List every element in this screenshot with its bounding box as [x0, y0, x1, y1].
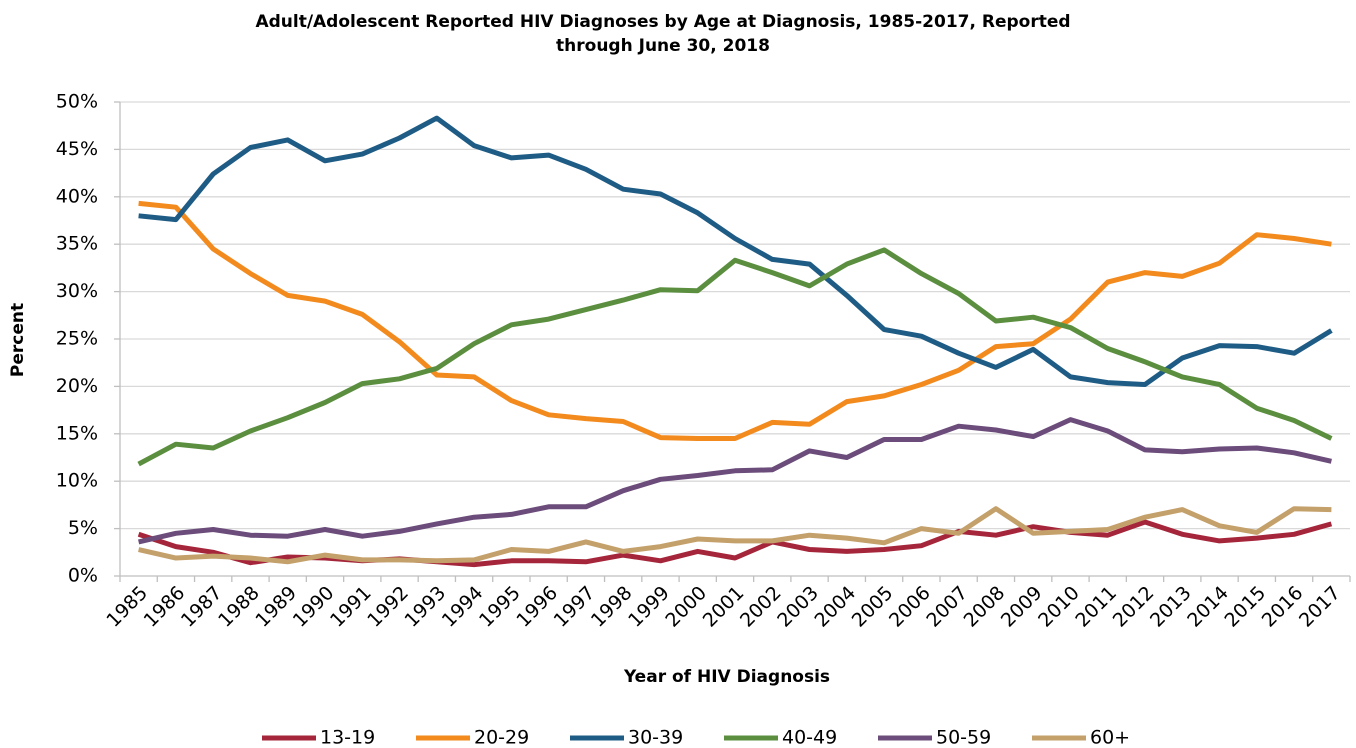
y-tick-label: 25%: [56, 328, 98, 350]
x-tick-label: 1993: [400, 582, 450, 632]
y-tick-label: 35%: [56, 233, 98, 255]
chart-title: through June 30, 2018: [556, 36, 770, 56]
chart-title: Adult/Adolescent Reported HIV Diagnoses …: [255, 12, 1070, 32]
y-tick-label: 30%: [56, 280, 98, 302]
y-tick-label: 10%: [56, 470, 98, 492]
x-tick-label: 2002: [736, 582, 786, 632]
y-tick-label: 0%: [68, 565, 98, 587]
x-tick-label: 1988: [214, 582, 264, 632]
x-tick-label: 1990: [289, 582, 339, 632]
x-tick-label: 1997: [550, 582, 600, 632]
x-tick-label: 1999: [624, 582, 674, 632]
x-tick-label: 2016: [1258, 582, 1308, 632]
x-tick-label: 1985: [102, 582, 152, 632]
series-line: [137, 247, 1333, 467]
x-tick-label: 1992: [363, 582, 413, 632]
x-tick-label: 2013: [1146, 582, 1196, 632]
legend-label: 40-49: [782, 727, 837, 748]
y-tick-label: 15%: [56, 422, 98, 444]
x-tick-label: 1994: [438, 582, 488, 632]
x-tick-label: 2004: [810, 582, 860, 632]
y-tick-label: 45%: [56, 138, 98, 160]
x-tick-label: 2001: [699, 582, 749, 632]
x-tick-label: 2010: [1034, 582, 1084, 632]
x-tick-label: 2014: [1183, 582, 1233, 632]
x-tick-label: 2008: [960, 582, 1010, 632]
x-axis-title: Year of HIV Diagnosis: [623, 667, 830, 687]
x-tick-label: 2009: [997, 582, 1047, 632]
x-tick-label: 2000: [661, 582, 711, 632]
x-tick-label: 2012: [1109, 582, 1159, 632]
x-tick-label: 2017: [1295, 582, 1345, 632]
y-tick-label: 50%: [56, 91, 98, 113]
x-tick-label: 1996: [512, 582, 562, 632]
legend-label: 13-19: [320, 727, 375, 748]
x-tick-label: 2015: [1220, 582, 1270, 632]
y-axis-title: Percent: [8, 303, 28, 377]
series-line: [138, 417, 1332, 545]
series-line: [138, 115, 1333, 387]
x-tick-label: 1987: [177, 582, 227, 632]
legend-label: 30-39: [628, 727, 683, 748]
x-tick-label: 2005: [848, 582, 898, 632]
x-tick-label: 2006: [885, 582, 935, 632]
legend-label: 20-29: [474, 727, 529, 748]
x-tick-label: 2011: [1071, 582, 1121, 632]
series-line: [138, 200, 1332, 441]
x-tick-label: 1986: [140, 582, 190, 632]
x-tick-label: 2007: [922, 582, 972, 632]
x-tick-label: 1998: [587, 582, 637, 632]
x-tick-label: 1995: [475, 582, 525, 632]
legend-label: 60+: [1090, 727, 1130, 748]
y-tick-label: 40%: [56, 185, 98, 207]
y-tick-label: 5%: [68, 517, 98, 539]
y-tick-label: 20%: [56, 375, 98, 397]
legend-label: 50-59: [936, 727, 991, 748]
x-tick-label: 1989: [251, 582, 301, 632]
x-tick-label: 2003: [773, 582, 823, 632]
x-tick-label: 1991: [326, 582, 376, 632]
series-line: [138, 506, 1332, 565]
